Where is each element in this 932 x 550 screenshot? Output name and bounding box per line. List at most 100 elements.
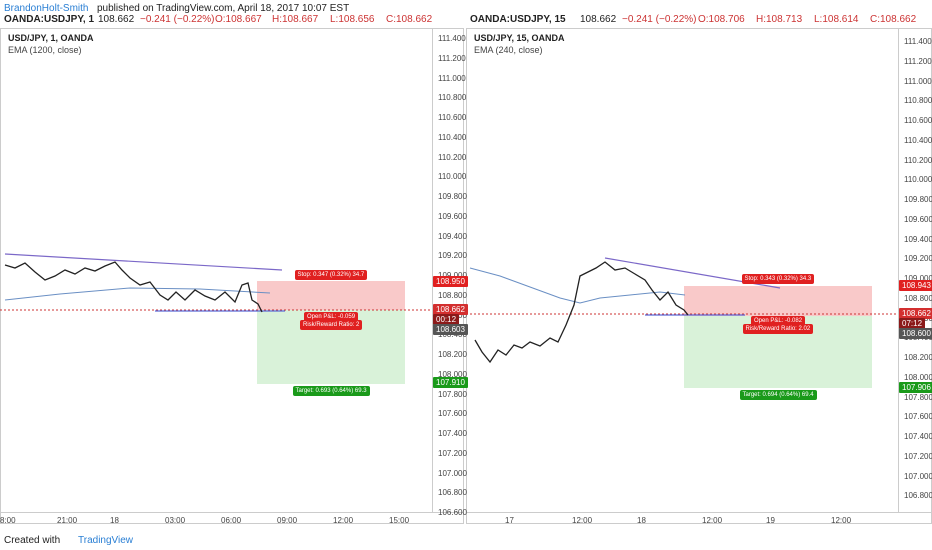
time-tick-label: 18 (637, 516, 646, 525)
price-tick-label: 111.400 (438, 34, 466, 43)
right-stop-zone (684, 286, 872, 316)
indicator-label: EMA (240, close) (474, 45, 543, 55)
time-tick-label: 09:00 (277, 516, 298, 525)
legend-o: O:108.667 (215, 14, 262, 25)
tag-target: Target: 0.693 (0.64%) 69.3 (292, 386, 370, 396)
price-tick-label: 108.800 (438, 290, 467, 300)
tag-rr: Risk/Reward Ratio: 2 (300, 320, 363, 330)
indicator-label: EMA (1200, close) (8, 45, 82, 55)
legend-c: C:108.662 (386, 14, 433, 25)
price-tick-label: 110.600 (438, 113, 467, 122)
author: BrandonHolt-Smith (4, 3, 89, 14)
published-note: published on TradingView.com, April 18, … (97, 3, 350, 14)
time-tick-label: 18 (110, 516, 119, 525)
price-tick-label: 110.800 (904, 96, 932, 106)
price-tick-label: 106.800 (438, 488, 467, 498)
right-price-series (474, 261, 689, 364)
time-tick-label: 06:00 (221, 516, 242, 525)
left-price-series (4, 261, 263, 313)
price-tick-label: 109.400 (438, 231, 467, 241)
time-tick-label: 12:00 (333, 516, 354, 525)
time-tick-label: 03:00 (165, 516, 186, 525)
price-tick-label: 110.000 (904, 175, 932, 185)
price-tick-label: 110.800 (438, 93, 467, 103)
price-label-current_price: 108.662 (899, 308, 932, 319)
time-tick-label: 8:00 (0, 516, 16, 525)
panel-title: USD/JPY, 1, OANDA (8, 33, 94, 43)
price-tick-label: 107.200 (438, 448, 467, 458)
price-label-clock: 07:12 (899, 318, 926, 329)
price-tick-label: 108.000 (438, 369, 467, 379)
price-tick-label: 109.600 (904, 214, 932, 224)
time-tick-label: 17 (505, 516, 514, 525)
price-label-stop_price: 108.943 (899, 280, 932, 291)
price-tick-label: 107.000 (904, 471, 932, 481)
legend-l: L:108.614 (814, 14, 859, 25)
right-panel-frame (466, 28, 932, 524)
tag-pnl: Open P&L: -0.059 (304, 312, 359, 322)
time-tick-label: 12:00 (702, 516, 723, 525)
time-tick-label: 12:00 (572, 516, 593, 525)
right-ema (469, 267, 686, 304)
price-tick-label: 107.400 (904, 432, 932, 441)
price-tick-label: 108.000 (904, 372, 932, 382)
left-stop-zone (257, 281, 405, 310)
price-tick-label: 110.400 (904, 135, 932, 145)
legend-last: 108.662 (98, 14, 135, 25)
tag-rr: Risk/Reward Ratio: 2.02 (742, 324, 814, 334)
legend-h: H:108.713 (756, 14, 803, 25)
time-tick-label: 19 (766, 516, 775, 525)
price-tick-label: 110.200 (438, 152, 467, 162)
price-tick-label: 111.400 (904, 37, 932, 46)
legend-h: H:108.667 (272, 14, 319, 25)
price-label-entry_price: 108.603 (433, 324, 468, 335)
price-tick-label: 109.600 (438, 211, 467, 221)
price-tick-label: 110.000 (438, 172, 467, 182)
tag-stop: Stop: 0.343 (0.32%) 34.3 (741, 274, 815, 284)
time-tick-label: 15:00 (389, 516, 410, 525)
legend-o: O:108.706 (698, 14, 745, 25)
left-trend-line (4, 253, 283, 271)
price-tick-label: 109.800 (904, 195, 932, 204)
legend-c: C:108.662 (870, 14, 917, 25)
price-label-target_price: 107.910 (433, 377, 468, 388)
price-tick-label: 109.200 (904, 254, 932, 264)
price-tick-label: 110.400 (438, 132, 467, 142)
panel-title: USD/JPY, 15, OANDA (474, 33, 565, 43)
price-tick-label: 109.800 (438, 192, 467, 201)
price-tick-label: 107.600 (904, 412, 932, 422)
tag-target: Target: 0.694 (0.64%) 69.4 (739, 390, 817, 400)
price-tick-label: 111.000 (904, 76, 932, 86)
price-tick-label: 107.400 (438, 429, 467, 438)
price-tick-label: 110.600 (904, 116, 932, 125)
price-tick-label: 111.200 (438, 53, 466, 63)
time-tick-label: 12:00 (831, 516, 852, 525)
price-tick-label: 110.200 (904, 155, 932, 165)
price-tick-label: 107.600 (438, 409, 467, 419)
price-tick-label: 109.000 (904, 274, 932, 283)
price-tick-label: 107.200 (904, 451, 932, 461)
price-tick-label: 106.800 (904, 491, 932, 501)
price-label-current_price: 108.662 (433, 304, 468, 315)
tag-stop: Stop: 0.347 (0.32%) 34.7 (294, 270, 368, 280)
price-tick-label: 107.800 (904, 392, 932, 402)
legend-symbol: OANDA:USDJPY, 15 (470, 14, 566, 25)
footer-brand: TradingView (78, 535, 134, 546)
price-tick-label: 107.000 (438, 468, 467, 478)
price-tick-label: 109.200 (438, 251, 467, 261)
left-ema (4, 287, 271, 301)
price-label-entry_price: 108.600 (899, 328, 932, 339)
price-tick-label: 107.800 (438, 389, 467, 399)
price-tick-label: 106.600 (438, 508, 467, 517)
legend-last: 108.662 (580, 14, 617, 25)
footer-created: Created with (4, 535, 61, 546)
legend-change: −0.241 (−0.22%) (622, 14, 697, 25)
price-tick-label: 108.200 (438, 350, 467, 359)
legend-symbol: OANDA:USDJPY, 1 (4, 14, 95, 25)
price-tick-label: 111.200 (904, 56, 932, 66)
time-tick-label: 21:00 (57, 516, 78, 525)
price-tick-label: 111.000 (438, 73, 466, 83)
left-panel-frame (0, 28, 464, 524)
price-label-target_price: 107.906 (899, 382, 932, 393)
